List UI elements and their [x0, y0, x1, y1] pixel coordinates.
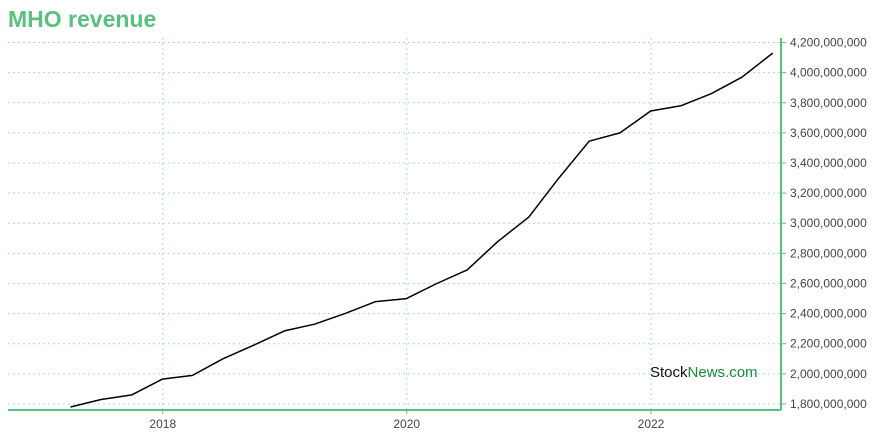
watermark-part1: Stock [650, 364, 688, 381]
y-tick-label: 2,800,000,000 [790, 246, 867, 260]
y-tick-label: 3,200,000,000 [790, 186, 867, 200]
axes [8, 38, 782, 411]
y-tick-label: 2,400,000,000 [790, 307, 867, 321]
chart-title: MHO revenue [8, 6, 157, 32]
y-axis-ticks: 1,800,000,000 2,000,000,000 2,200,000,000 2… [781, 36, 867, 411]
watermark-part2: News [687, 364, 726, 381]
y-tick-label: 1,800,000,000 [790, 397, 867, 411]
y-tick-label: 4,000,000,000 [790, 66, 867, 80]
watermark: StockNews.com [650, 364, 758, 381]
y-tick-label: 2,000,000,000 [790, 367, 867, 381]
grid [8, 38, 781, 410]
x-axis-ticks: 2018 2020 2022 [149, 410, 665, 431]
y-tick-label: 4,200,000,000 [790, 36, 867, 50]
y-tick-label: 3,600,000,000 [790, 126, 867, 140]
watermark-part3: .com [725, 364, 758, 381]
x-tick-label: 2022 [638, 417, 665, 431]
x-tick-label: 2018 [149, 417, 176, 431]
series-line [70, 52, 774, 408]
y-tick-label: 2,600,000,000 [790, 276, 867, 290]
y-tick-label: 3,000,000,000 [790, 216, 867, 230]
y-tick-label: 3,800,000,000 [790, 96, 867, 110]
y-tick-label: 3,400,000,000 [790, 156, 867, 170]
x-tick-label: 2020 [393, 417, 420, 431]
y-tick-label: 2,200,000,000 [790, 337, 867, 351]
series-group [70, 52, 774, 408]
